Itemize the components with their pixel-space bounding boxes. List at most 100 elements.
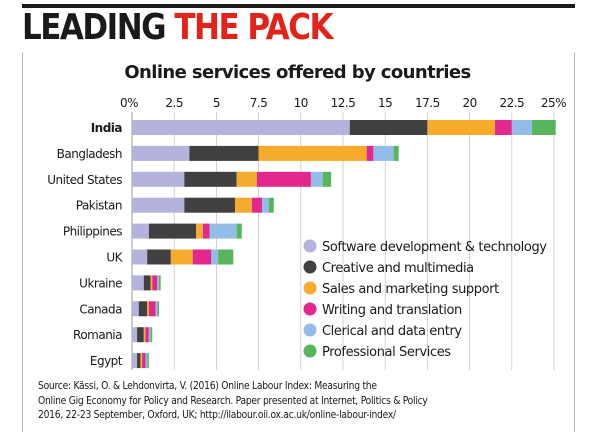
bar-segment bbox=[132, 223, 149, 239]
chart: 0% 2.5 5 7.5 10 12.5 15 17.5 20 22.5 25% India Bangl… bbox=[47, 96, 567, 370]
bar-segment bbox=[189, 145, 259, 161]
bar-segment bbox=[349, 120, 428, 135]
bar-segment bbox=[261, 197, 269, 213]
source-line: Source: Kässi, O. & Lehdonvirta, V. (201… bbox=[38, 381, 377, 392]
bar-segment bbox=[184, 197, 235, 213]
bar-segment bbox=[132, 353, 138, 369]
x-tick-label: 22.5 bbox=[499, 96, 524, 110]
bar-segment bbox=[150, 275, 153, 291]
bar-segment bbox=[170, 249, 193, 265]
bar-segment bbox=[159, 275, 161, 291]
category-label: Philippines bbox=[63, 225, 122, 239]
bar-segment bbox=[132, 275, 144, 291]
legend-marker bbox=[303, 239, 317, 253]
x-tick-label: 0% bbox=[120, 96, 138, 110]
category-label: Bangladesh bbox=[57, 147, 122, 161]
x-tick-label: 17.5 bbox=[415, 96, 440, 110]
bar-segment bbox=[532, 120, 556, 135]
category-label: Canada bbox=[79, 302, 122, 316]
bar-segment bbox=[511, 120, 533, 135]
x-tick-label: 2.5 bbox=[165, 96, 183, 110]
bar-segment bbox=[132, 120, 350, 135]
bar-segment bbox=[310, 171, 323, 187]
category-label: Ukraine bbox=[79, 276, 122, 290]
bar-segment bbox=[147, 249, 171, 265]
legend-marker bbox=[303, 323, 317, 337]
legend-label: Professional Services bbox=[322, 345, 451, 360]
bar-segment bbox=[268, 197, 274, 213]
bar-segment bbox=[145, 327, 149, 343]
bar-segment bbox=[140, 353, 143, 369]
bar-segment bbox=[132, 301, 139, 317]
category-label: Pakistan bbox=[76, 199, 122, 213]
bar-segment bbox=[143, 327, 146, 343]
bar-segment bbox=[157, 301, 160, 317]
category-label: UK bbox=[106, 251, 123, 265]
legend-marker bbox=[303, 344, 317, 358]
x-tick-label: 10 bbox=[294, 96, 308, 110]
bar-segment bbox=[132, 171, 185, 187]
bar-segment bbox=[138, 301, 148, 317]
bar-segment bbox=[196, 223, 203, 239]
bar-segment bbox=[256, 171, 311, 187]
bar-segment bbox=[202, 223, 210, 239]
bar-segment bbox=[234, 197, 252, 213]
category-label: India bbox=[91, 121, 123, 135]
category-label: Egypt bbox=[90, 354, 123, 368]
legend-label: Clerical and data entry bbox=[322, 324, 462, 339]
bar-segment bbox=[137, 353, 141, 369]
bar-segment bbox=[209, 223, 237, 239]
bar-segment bbox=[322, 171, 332, 187]
category-label: United States bbox=[47, 173, 122, 187]
headline: LEADING THE PACK bbox=[22, 6, 334, 48]
bar-segment bbox=[148, 301, 156, 317]
legend-marker bbox=[303, 302, 317, 316]
legend-label: Sales and marketing support bbox=[322, 282, 499, 297]
chart-title: Online services offered by countries bbox=[124, 62, 471, 83]
bar-segment bbox=[184, 171, 237, 187]
top-rule bbox=[22, 4, 575, 8]
bar-segment bbox=[132, 145, 190, 161]
bar-segment bbox=[147, 353, 149, 369]
bar-segment bbox=[192, 249, 212, 265]
bar-segment bbox=[157, 275, 160, 291]
legend-marker bbox=[303, 260, 317, 274]
bar-segment bbox=[132, 249, 148, 265]
bar-segment bbox=[147, 301, 149, 317]
chart-panel bbox=[22, 52, 575, 432]
x-tick-label: 20 bbox=[462, 96, 476, 110]
bar-segment bbox=[155, 301, 158, 317]
x-tick-label: 5 bbox=[213, 96, 220, 110]
bar-segment bbox=[393, 145, 399, 161]
bar-segment bbox=[148, 223, 197, 239]
legend-label: Writing and translation bbox=[322, 303, 462, 318]
bar-segment bbox=[251, 197, 262, 213]
bar-segment bbox=[494, 120, 512, 135]
bar-segment bbox=[427, 120, 495, 135]
x-tick-label: 25% bbox=[541, 96, 566, 110]
x-tick-label: 15 bbox=[378, 96, 392, 110]
source-line: Online Gig Economy for Policy and Resear… bbox=[38, 395, 428, 407]
bar-segment bbox=[142, 353, 146, 369]
x-tick-label: 12.5 bbox=[331, 96, 356, 110]
bar-segment bbox=[150, 327, 153, 343]
bar-segment bbox=[236, 223, 242, 239]
legend-label: Software development & technology bbox=[322, 240, 547, 255]
bar-segment bbox=[145, 353, 148, 369]
bar-segment bbox=[366, 145, 374, 161]
legend-label: Creative and multimedia bbox=[322, 261, 474, 276]
bar-segment bbox=[211, 249, 219, 265]
bar-segment bbox=[373, 145, 394, 161]
bar-segment bbox=[218, 249, 234, 265]
bar-segment bbox=[258, 145, 367, 161]
bar-segment bbox=[143, 275, 151, 291]
bar-segment bbox=[152, 275, 158, 291]
headline-part1: LEADING bbox=[22, 6, 175, 48]
bar-segment bbox=[132, 327, 138, 343]
bar-segment bbox=[148, 327, 151, 343]
legend-marker bbox=[303, 281, 317, 295]
bar-segment bbox=[132, 197, 185, 213]
bar-segment bbox=[236, 171, 257, 187]
headline-part2: THE PACK bbox=[174, 6, 333, 48]
source-note: Source: Kässi, O. & Lehdonvirta, V. (201… bbox=[38, 380, 578, 424]
